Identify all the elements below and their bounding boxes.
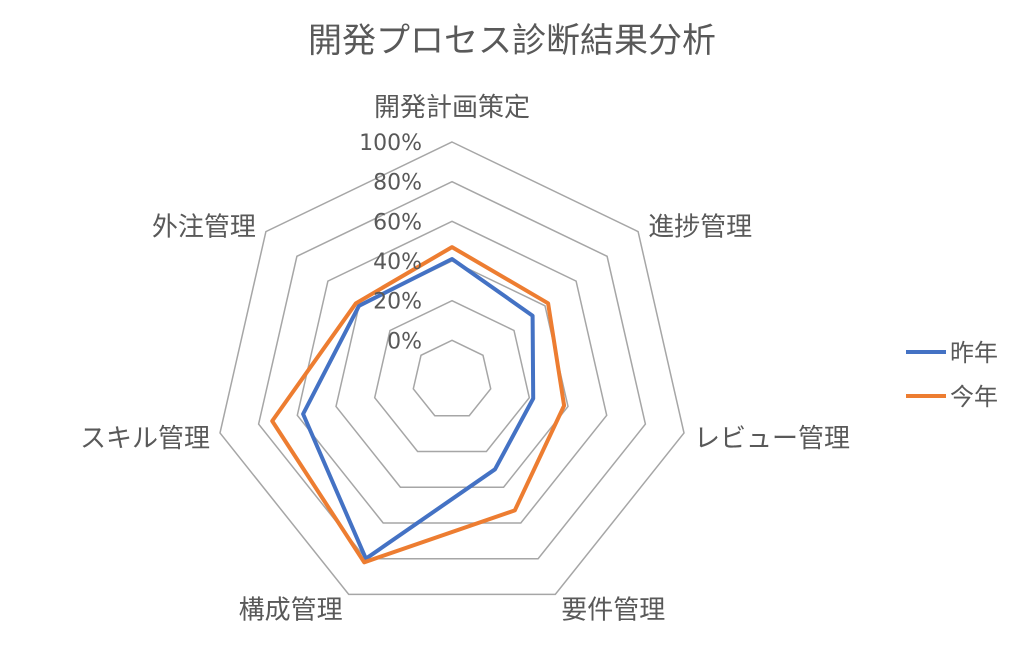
chart-title: 開発プロセス診断結果分析 bbox=[308, 21, 716, 61]
legend-label-1: 今年 bbox=[950, 383, 998, 411]
grid-ring-4 bbox=[257, 180, 647, 560]
series-line-0 bbox=[301, 257, 536, 561]
grid-ring-2 bbox=[335, 260, 569, 488]
series-layer bbox=[270, 245, 567, 565]
radar-grid bbox=[219, 141, 685, 596]
category-label-6: 外注管理 bbox=[152, 213, 256, 243]
grid-ring-1 bbox=[373, 299, 531, 453]
tick-label-1: 20% bbox=[373, 290, 422, 315]
category-label-3: 要件管理 bbox=[561, 595, 665, 625]
grid-ring-0 bbox=[412, 339, 492, 417]
category-label-2: レビュー管理 bbox=[694, 424, 850, 454]
tick-label-3: 60% bbox=[373, 210, 422, 235]
category-label-1: 進捗管理 bbox=[648, 213, 752, 243]
series-line-1 bbox=[270, 245, 567, 565]
tick-label-4: 80% bbox=[373, 171, 422, 196]
tick-label-5: 100% bbox=[359, 131, 422, 156]
tick-label-0: 0% bbox=[387, 329, 422, 354]
radial-axis-ticks: 0% 20% 40% 60% 80% 100% bbox=[359, 131, 422, 354]
grid-ring-5 bbox=[219, 141, 685, 596]
category-label-4: 構成管理 bbox=[239, 595, 343, 625]
legend-label-0: 昨年 bbox=[950, 339, 998, 367]
tick-label-2: 40% bbox=[373, 250, 422, 275]
grid-ring-3 bbox=[296, 220, 608, 524]
category-label-0: 開発計画策定 bbox=[374, 93, 530, 123]
category-label-5: スキル管理 bbox=[80, 424, 210, 454]
